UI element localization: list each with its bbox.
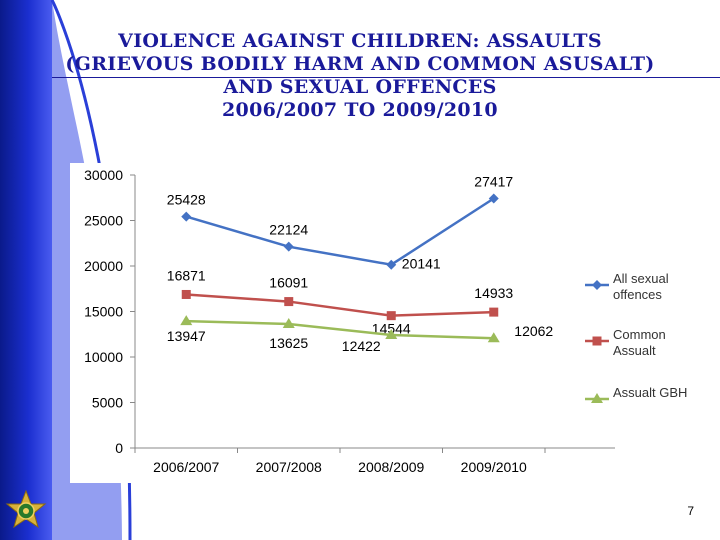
data-point-diamond bbox=[181, 211, 192, 222]
data-label: 16871 bbox=[167, 267, 206, 283]
title-line-2: (GRIEVOUS BODILY HARM AND COMMON ASUSALT… bbox=[65, 53, 655, 75]
data-point-triangle bbox=[591, 393, 603, 403]
data-label: 22124 bbox=[269, 222, 308, 238]
line-chart: 0 5000 10000 15000 20000 25000 30000 2006/2007 2… bbox=[84, 167, 687, 475]
data-point-diamond bbox=[386, 259, 397, 270]
data-point-square bbox=[592, 336, 602, 346]
data-point-square bbox=[181, 289, 191, 299]
x-tick-label: 2007/2008 bbox=[256, 459, 322, 475]
x-tick-label: 2009/2010 bbox=[461, 459, 527, 475]
page-number: 7 bbox=[687, 504, 694, 518]
title-line-4: 2006/2007 TO 2009/2010 bbox=[222, 99, 498, 121]
data-point-diamond bbox=[488, 193, 499, 204]
data-point-square bbox=[284, 297, 294, 307]
data-label: 12062 bbox=[514, 323, 553, 339]
y-tick-label: 0 bbox=[115, 440, 123, 456]
police-badge-logo bbox=[0, 484, 52, 540]
data-point-diamond bbox=[592, 280, 602, 290]
title-line-1: VIOLENCE AGAINST CHILDREN: ASSAULTS bbox=[118, 30, 602, 52]
title-line-3: AND SEXUAL OFFENCES bbox=[223, 76, 497, 98]
data-label: 25428 bbox=[167, 192, 206, 208]
data-label: 16091 bbox=[269, 275, 308, 291]
data-point-triangle bbox=[385, 328, 398, 339]
chart-panel: 0 5000 10000 15000 20000 25000 30000 2006/2007 2… bbox=[70, 163, 702, 483]
data-point-square bbox=[489, 307, 499, 317]
y-tick-label: 5000 bbox=[92, 395, 123, 411]
data-label: 13625 bbox=[269, 335, 308, 351]
legend-label: Assualt GBH bbox=[613, 385, 687, 400]
title-underline bbox=[52, 77, 720, 78]
y-tick-label: 10000 bbox=[84, 349, 123, 365]
data-label: 14933 bbox=[474, 285, 513, 301]
data-point-triangle bbox=[180, 315, 193, 326]
legend-label: Assualt bbox=[613, 343, 656, 358]
data-point-triangle bbox=[487, 332, 500, 343]
slide-title: VIOLENCE AGAINST CHILDREN: ASSAULTS (GRI… bbox=[60, 30, 660, 122]
y-tick-label: 25000 bbox=[84, 213, 123, 229]
legend-label: Common bbox=[613, 327, 666, 342]
y-tick-label: 20000 bbox=[84, 258, 123, 274]
data-label: 13947 bbox=[167, 328, 206, 344]
data-point-triangle bbox=[282, 318, 295, 329]
data-point-diamond bbox=[283, 241, 294, 252]
star-badge-icon bbox=[5, 489, 47, 529]
series-line bbox=[186, 319, 494, 340]
data-label: 27417 bbox=[474, 174, 513, 190]
left-decorative-bar bbox=[0, 0, 52, 540]
data-label: 12422 bbox=[342, 338, 381, 354]
data-label: 20141 bbox=[402, 256, 441, 272]
x-tick-label: 2006/2007 bbox=[153, 459, 219, 475]
data-label: 14544 bbox=[372, 321, 411, 337]
x-tick-label: 2008/2009 bbox=[358, 459, 424, 475]
data-point-square bbox=[386, 311, 396, 321]
series-line bbox=[186, 293, 494, 317]
legend-label: All sexual bbox=[613, 271, 669, 286]
y-tick-label: 15000 bbox=[84, 304, 123, 320]
y-tick-label: 30000 bbox=[84, 167, 123, 183]
series-line bbox=[185, 197, 495, 267]
legend-label: offences bbox=[613, 287, 662, 302]
